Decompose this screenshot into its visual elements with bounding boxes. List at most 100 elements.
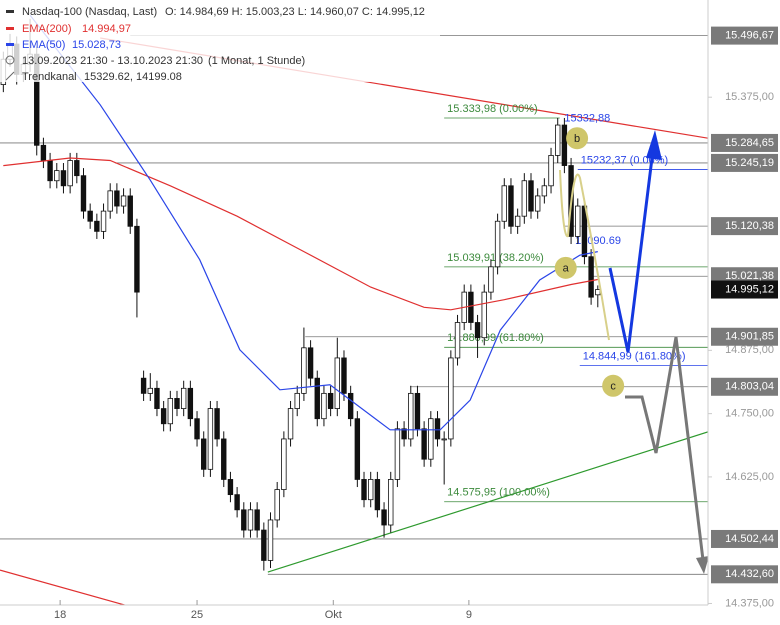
- level-box: [711, 377, 778, 396]
- legend-series: EMA(200): [22, 23, 72, 35]
- axes: 15.375,00 14.875,00 14.750,00 14.625,00 14.3…: [54, 26, 778, 621]
- level-label: 15.245,19: [725, 157, 774, 169]
- candle-body: [595, 289, 601, 296]
- candle-body: [555, 124, 561, 156]
- candle-body: [514, 215, 521, 227]
- candle-body: [100, 210, 107, 232]
- candle-body: [494, 220, 501, 268]
- candle-body: [334, 357, 341, 409]
- candle-body: [394, 428, 401, 480]
- candle-body: [174, 398, 180, 409]
- projection-arrow: [625, 336, 705, 561]
- wave-label: a: [563, 263, 570, 275]
- candle-body: [261, 529, 267, 561]
- candle-body: [468, 291, 474, 323]
- candle-body: [575, 205, 581, 237]
- candle-body: [548, 155, 554, 187]
- legend-series: EMA(50): [22, 39, 65, 51]
- candle-body: [501, 185, 507, 222]
- candle-body: [414, 392, 421, 430]
- x-tick-label: 25: [191, 609, 203, 621]
- candle-body: [481, 291, 487, 339]
- level-box: [711, 217, 778, 236]
- x-tick-label: 18: [54, 609, 66, 621]
- candle-body: [281, 438, 287, 490]
- candle-body: [54, 170, 60, 182]
- candle-body: [421, 428, 427, 460]
- candle-body: [214, 408, 220, 440]
- legend-trend-values: 15329.62, 14199.08: [84, 71, 182, 83]
- candle-body: [434, 418, 441, 440]
- candle-body: [307, 347, 314, 379]
- price-note: 15332,88: [564, 112, 610, 124]
- candle-body: [40, 144, 47, 161]
- wave-label: b: [574, 133, 580, 145]
- candle-body: [534, 195, 541, 212]
- level-box: [711, 153, 778, 172]
- candle-body: [120, 195, 127, 207]
- candle-body: [454, 322, 461, 359]
- legend-trend: Trendkanal: [22, 71, 77, 83]
- candle-body: [588, 256, 594, 298]
- candle-body: [67, 160, 73, 187]
- y-tick-label: 15.375,00: [725, 91, 774, 103]
- legend-icon: [5, 71, 15, 81]
- legend-resolution: (1 Monat, 1 Stunde): [208, 55, 305, 67]
- legend-series-value: 15.028,73: [72, 39, 121, 51]
- candle-body: [187, 387, 194, 420]
- arrow-head: [696, 556, 708, 574]
- level-label: 14.502,44: [725, 533, 774, 545]
- legend-icon: [6, 27, 14, 30]
- level-label: 15.496,67: [725, 30, 774, 42]
- candle-body: [314, 377, 320, 420]
- candle-body: [294, 392, 300, 409]
- candle-body: [221, 438, 227, 480]
- candle-body: [508, 185, 514, 227]
- candle-body: [207, 408, 214, 470]
- candle-body: [234, 494, 240, 511]
- level-box: [711, 565, 778, 584]
- level-box: [711, 133, 778, 152]
- candle-body: [160, 408, 167, 425]
- candle-body: [247, 509, 254, 531]
- candle-body: [127, 195, 133, 227]
- candle-body: [374, 479, 381, 511]
- ema-line: [29, 14, 598, 431]
- candle-body: [528, 180, 534, 212]
- level-label: 14.803,04: [725, 381, 774, 393]
- current-box: [711, 280, 778, 299]
- candle-body: [561, 124, 568, 166]
- candle-body: [140, 377, 147, 394]
- level-label: 15.284,65: [725, 137, 774, 149]
- candle-body: [301, 347, 307, 394]
- candle-body: [474, 322, 481, 339]
- candle-body: [408, 392, 414, 440]
- candle-body: [254, 509, 260, 531]
- x-tick-label: 9: [466, 609, 472, 621]
- legend: Nasdaq-100 (Nasdaq, Last) O: 14.984,69 H…: [0, 2, 440, 83]
- level-label: 14.432,60: [725, 568, 774, 580]
- wave-marker: [602, 374, 625, 397]
- candle-body: [488, 266, 494, 293]
- candle-body: [114, 190, 120, 207]
- projection-arrow: [608, 149, 655, 353]
- candle-body: [361, 479, 367, 501]
- fib-label: 14.575,95 (100.00%): [447, 487, 550, 499]
- trendline: [0, 569, 127, 605]
- candle-body: [80, 175, 87, 212]
- candle-body: [381, 509, 387, 526]
- candle-body: [367, 479, 374, 501]
- candle-body: [448, 357, 454, 440]
- candle-body: [180, 387, 187, 409]
- candle-body: [441, 438, 447, 441]
- current-label: 14.995,12: [725, 283, 774, 295]
- fib-label: 15.333,98 (0.00%): [447, 103, 538, 115]
- candle-body: [154, 387, 160, 409]
- candle-body: [401, 428, 407, 440]
- level-box: [711, 327, 778, 346]
- wave-marker: [566, 127, 589, 150]
- candle-body: [147, 387, 153, 394]
- candle-body: [60, 170, 67, 187]
